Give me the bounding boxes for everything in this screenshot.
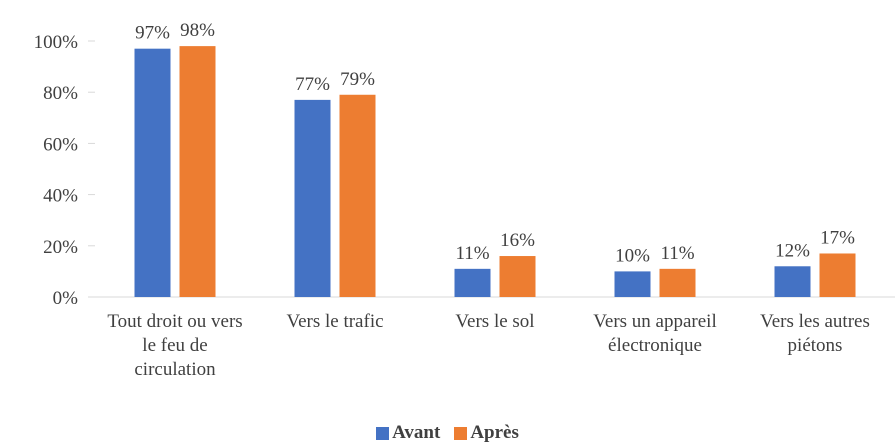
bar (499, 256, 536, 297)
legend-label: Avant (392, 422, 441, 443)
x-tick-label: Vers les autres piétons (760, 311, 870, 356)
legend-item: Avant (376, 422, 440, 444)
legend: Avant Après (0, 422, 895, 444)
legend-swatch (376, 426, 390, 440)
data-label: 97% (135, 23, 170, 44)
x-tick-label: Tout droit ou vers le feu de circulation (107, 311, 243, 380)
data-label: 12% (775, 240, 810, 261)
data-label: 17% (820, 227, 855, 248)
bar (134, 48, 171, 298)
bar (179, 46, 216, 298)
y-tick-label: 60% (43, 134, 78, 155)
data-label: 98% (180, 20, 215, 41)
bar (774, 266, 811, 297)
y-tick-label: 40% (43, 186, 78, 207)
bar (614, 271, 651, 297)
data-label: 10% (615, 245, 650, 266)
legend-item: Après (454, 422, 519, 444)
y-tick-label: 80% (43, 83, 78, 104)
data-label: 77% (295, 74, 330, 95)
y-tick-label: 0% (53, 288, 79, 309)
bar (339, 94, 376, 297)
bar (819, 253, 856, 297)
legend-label: Après (470, 422, 519, 443)
bar (294, 99, 331, 297)
data-label: 11% (455, 243, 489, 264)
y-tick-label: 100% (34, 32, 79, 53)
bar (454, 268, 491, 297)
x-tick-label: Vers le trafic (286, 311, 384, 332)
y-tick-label: 20% (43, 237, 78, 258)
legend-swatch (454, 426, 468, 440)
data-label: 16% (500, 230, 535, 251)
data-label: 79% (340, 69, 375, 90)
x-tick-label: Vers le sol (455, 311, 535, 332)
x-tick-label: Vers un appareil électronique (593, 311, 717, 356)
data-label: 11% (660, 243, 694, 264)
bar (659, 268, 696, 297)
